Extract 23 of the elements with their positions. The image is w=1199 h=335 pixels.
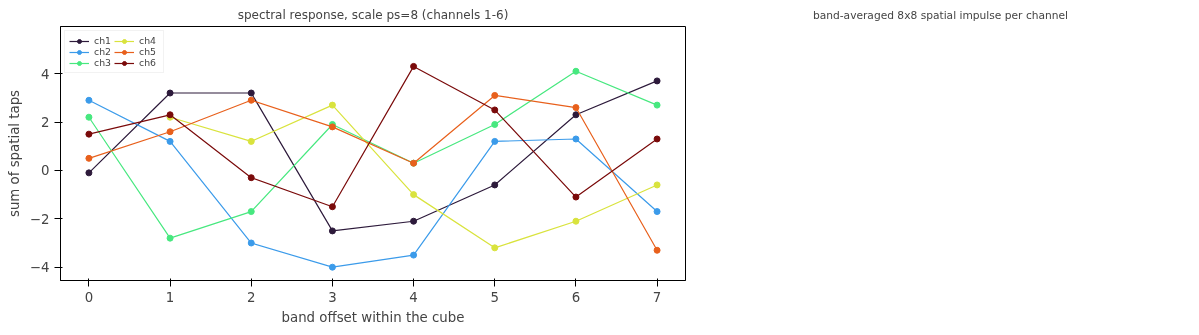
x-tick-label: 6	[571, 289, 581, 305]
x-tick-label: 2	[247, 289, 256, 305]
y-tick-label: 2	[41, 115, 50, 131]
legend-label: ch4	[139, 35, 157, 46]
y-tick-label: 0	[41, 163, 50, 179]
y-tick-label: −4	[29, 260, 50, 276]
y-axis-title: sum of spatial taps	[6, 89, 22, 218]
x-tick-label: 1	[165, 289, 175, 305]
legend-label: ch5	[139, 46, 157, 57]
x-tick-label: 0	[84, 289, 94, 305]
x-tick-label: 5	[490, 289, 499, 305]
x-tick-label: 3	[328, 289, 337, 305]
legend-label: ch6	[139, 57, 157, 68]
legend-label: ch3	[94, 57, 112, 68]
x-tick-label: 7	[652, 289, 662, 305]
y-tick-label: −2	[29, 211, 50, 227]
legend-label: ch1	[94, 35, 112, 46]
x-tick-label: 4	[409, 289, 418, 305]
y-tick-label: 4	[41, 66, 50, 82]
text: band-averaged 8x8 spatial impulse per channel	[812, 8, 1069, 22]
chart-title: spectral response, scale ps=8 (channels 1-6)	[237, 7, 509, 22]
x-axis-title: band offset within the cube	[281, 309, 465, 325]
legend-label: ch2	[94, 46, 112, 57]
